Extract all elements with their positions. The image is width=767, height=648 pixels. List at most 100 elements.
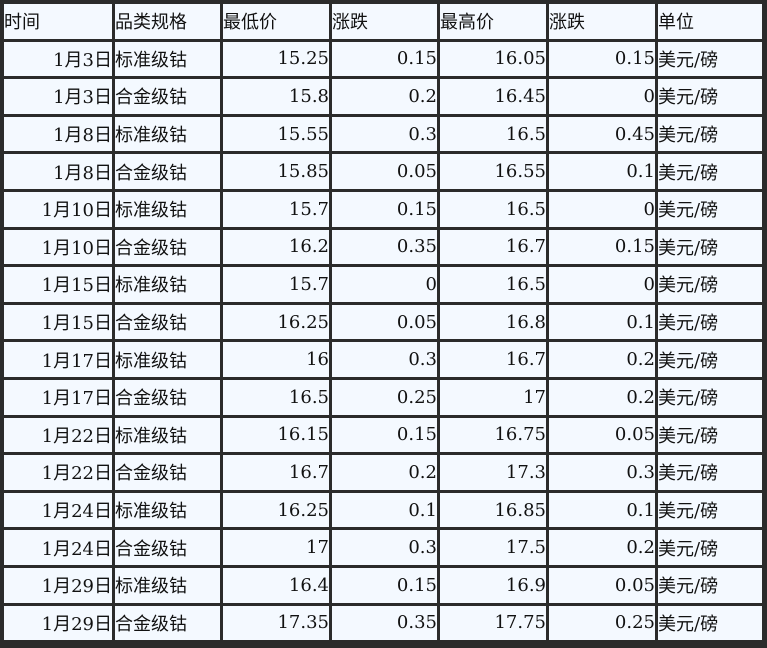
cell-grade: 标准级钴	[115, 567, 220, 603]
cell-high-change: 0	[549, 191, 655, 227]
cell-high-price: 16.75	[440, 417, 546, 453]
cell-date: 1月24日	[4, 492, 112, 528]
cell-unit: 美元/磅	[658, 191, 762, 227]
cell-grade: 合金级钴	[115, 304, 220, 340]
cell-high-change: 0.25	[549, 605, 655, 641]
cell-low-change: 0.15	[332, 567, 437, 603]
cell-grade: 标准级钴	[115, 417, 220, 453]
cell-grade: 标准级钴	[115, 41, 220, 77]
cell-high-price: 17.5	[440, 530, 546, 565]
cell-unit: 美元/磅	[658, 379, 762, 415]
cell-high-change: 0.15	[549, 41, 655, 77]
cell-low-price: 16.7	[223, 455, 329, 490]
cell-date: 1月8日	[4, 154, 112, 189]
cell-low-change: 0.3	[332, 342, 437, 377]
cell-unit: 美元/磅	[658, 492, 762, 528]
header-high-price: 最高价	[440, 4, 546, 39]
cell-date: 1月8日	[4, 116, 112, 152]
cell-high-price: 16.5	[440, 191, 546, 227]
cell-high-change: 0.05	[549, 567, 655, 603]
cell-unit: 美元/磅	[658, 342, 762, 377]
cell-date: 1月17日	[4, 342, 112, 377]
cell-low-price: 15.7	[223, 191, 329, 227]
cell-low-change: 0.2	[332, 79, 437, 114]
cell-low-price: 16.25	[223, 492, 329, 528]
cell-high-change: 0.2	[549, 379, 655, 415]
header-low-change: 涨跌	[332, 4, 437, 39]
cell-low-change: 0.25	[332, 379, 437, 415]
cell-low-price: 16.15	[223, 417, 329, 453]
cell-low-change: 0.15	[332, 191, 437, 227]
cell-grade: 标准级钴	[115, 191, 220, 227]
cell-high-price: 16.45	[440, 79, 546, 114]
cell-high-change: 0.1	[549, 304, 655, 340]
cell-high-change: 0.1	[549, 154, 655, 189]
header-high-change: 涨跌	[549, 4, 655, 39]
cell-date: 1月17日	[4, 379, 112, 415]
cell-high-change: 0.15	[549, 229, 655, 265]
cell-low-change: 0.3	[332, 116, 437, 152]
cell-high-change: 0.1	[549, 492, 655, 528]
cell-low-price: 17.35	[223, 605, 329, 641]
cell-low-change: 0.1	[332, 492, 437, 528]
cell-high-change: 0.05	[549, 417, 655, 453]
cell-grade: 合金级钴	[115, 79, 220, 114]
cell-high-change: 0.45	[549, 116, 655, 152]
cell-low-change: 0.35	[332, 605, 437, 641]
cell-unit: 美元/磅	[658, 154, 762, 189]
cell-low-change: 0	[332, 267, 437, 302]
cell-high-price: 17.3	[440, 455, 546, 490]
cell-date: 1月24日	[4, 530, 112, 565]
cell-unit: 美元/磅	[658, 116, 762, 152]
cell-unit: 美元/磅	[658, 605, 762, 641]
cell-unit: 美元/磅	[658, 417, 762, 453]
cell-high-price: 16.5	[440, 267, 546, 302]
cell-grade: 合金级钴	[115, 154, 220, 189]
cell-low-price: 15.25	[223, 41, 329, 77]
cell-high-change: 0	[549, 267, 655, 302]
cell-high-change: 0.2	[549, 342, 655, 377]
cell-high-change: 0.2	[549, 530, 655, 565]
cell-unit: 美元/磅	[658, 530, 762, 565]
cell-date: 1月3日	[4, 79, 112, 114]
cell-date: 1月15日	[4, 304, 112, 340]
cell-grade: 合金级钴	[115, 229, 220, 265]
cell-grade: 合金级钴	[115, 455, 220, 490]
cell-low-change: 0.35	[332, 229, 437, 265]
cell-high-change: 0.3	[549, 455, 655, 490]
cell-grade: 合金级钴	[115, 605, 220, 641]
cell-low-change: 0.2	[332, 455, 437, 490]
header-low-price: 最低价	[223, 4, 329, 39]
cell-low-change: 0.05	[332, 154, 437, 189]
cell-grade: 标准级钴	[115, 267, 220, 302]
cell-date: 1月10日	[4, 229, 112, 265]
cell-high-price: 16.7	[440, 229, 546, 265]
cell-high-price: 16.8	[440, 304, 546, 340]
cell-date: 1月22日	[4, 455, 112, 490]
cell-high-price: 16.5	[440, 116, 546, 152]
cell-low-price: 16.5	[223, 379, 329, 415]
cell-unit: 美元/磅	[658, 229, 762, 265]
cell-high-price: 16.9	[440, 567, 546, 603]
cell-low-price: 17	[223, 530, 329, 565]
cell-low-price: 16.4	[223, 567, 329, 603]
cell-date: 1月15日	[4, 267, 112, 302]
cell-date: 1月3日	[4, 41, 112, 77]
cell-unit: 美元/磅	[658, 455, 762, 490]
cell-date: 1月10日	[4, 191, 112, 227]
cell-low-price: 15.7	[223, 267, 329, 302]
cell-grade: 标准级钴	[115, 116, 220, 152]
cell-high-price: 17.75	[440, 605, 546, 641]
cell-high-price: 16.7	[440, 342, 546, 377]
cell-low-change: 0.15	[332, 417, 437, 453]
cell-low-price: 15.55	[223, 116, 329, 152]
cell-high-change: 0	[549, 79, 655, 114]
cell-low-price: 15.8	[223, 79, 329, 114]
cell-high-price: 16.55	[440, 154, 546, 189]
cell-date: 1月29日	[4, 605, 112, 641]
cell-grade: 标准级钴	[115, 492, 220, 528]
cell-date: 1月29日	[4, 567, 112, 603]
cell-unit: 美元/磅	[658, 79, 762, 114]
cell-high-price: 16.85	[440, 492, 546, 528]
cell-high-price: 17	[440, 379, 546, 415]
